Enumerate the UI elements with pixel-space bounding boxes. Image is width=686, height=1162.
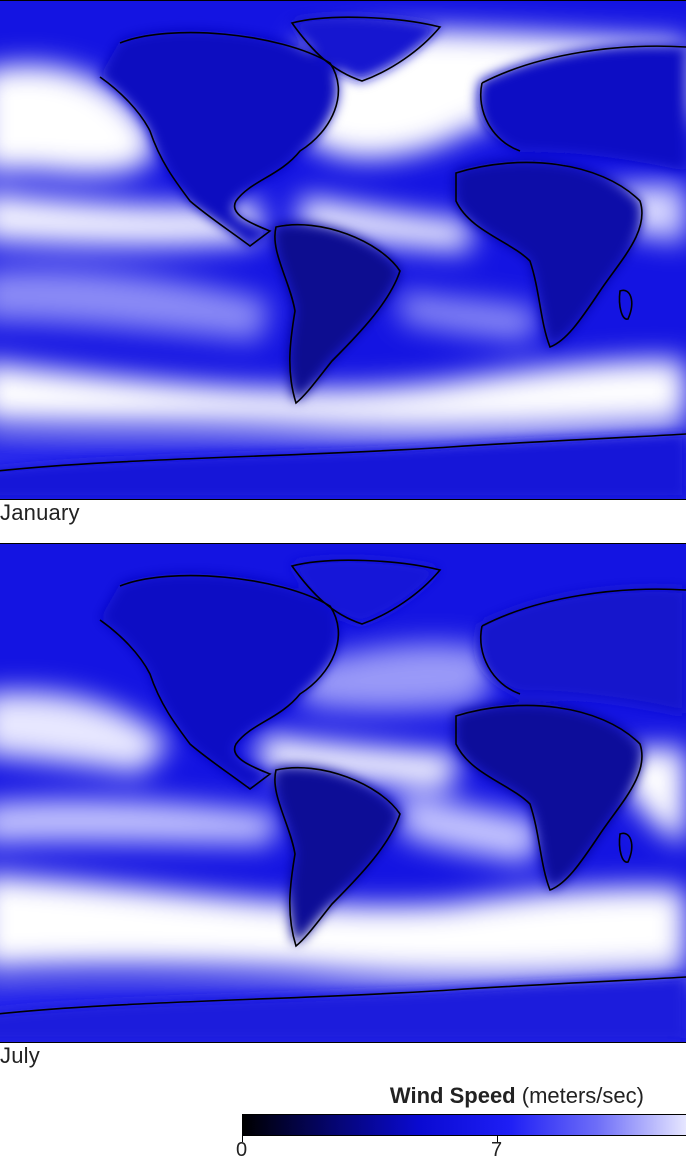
wind-speed-map-july: [0, 544, 686, 1042]
tick-7: [497, 1136, 498, 1142]
coastlines-july: [0, 559, 686, 1015]
legend-title: Wind Speed (meters/sec): [390, 1083, 644, 1109]
map-january: [0, 0, 686, 500]
coastlines-january: [0, 16, 686, 472]
tick-label-0: 0: [236, 1139, 248, 1161]
continents-january: [0, 15, 686, 499]
color-scale-bar: [242, 1114, 686, 1136]
legend-title-bold: Wind Speed: [389, 1083, 516, 1108]
wind-speed-map-january: [0, 1, 686, 499]
map-july: [0, 543, 686, 1043]
continents-july: [0, 558, 686, 1042]
legend-title-unit: (meters/sec): [521, 1083, 644, 1108]
tick-0: [242, 1136, 243, 1142]
caption-july: July: [0, 1043, 40, 1068]
tick-label-7: 7: [491, 1139, 503, 1161]
caption-january: January: [0, 500, 80, 525]
